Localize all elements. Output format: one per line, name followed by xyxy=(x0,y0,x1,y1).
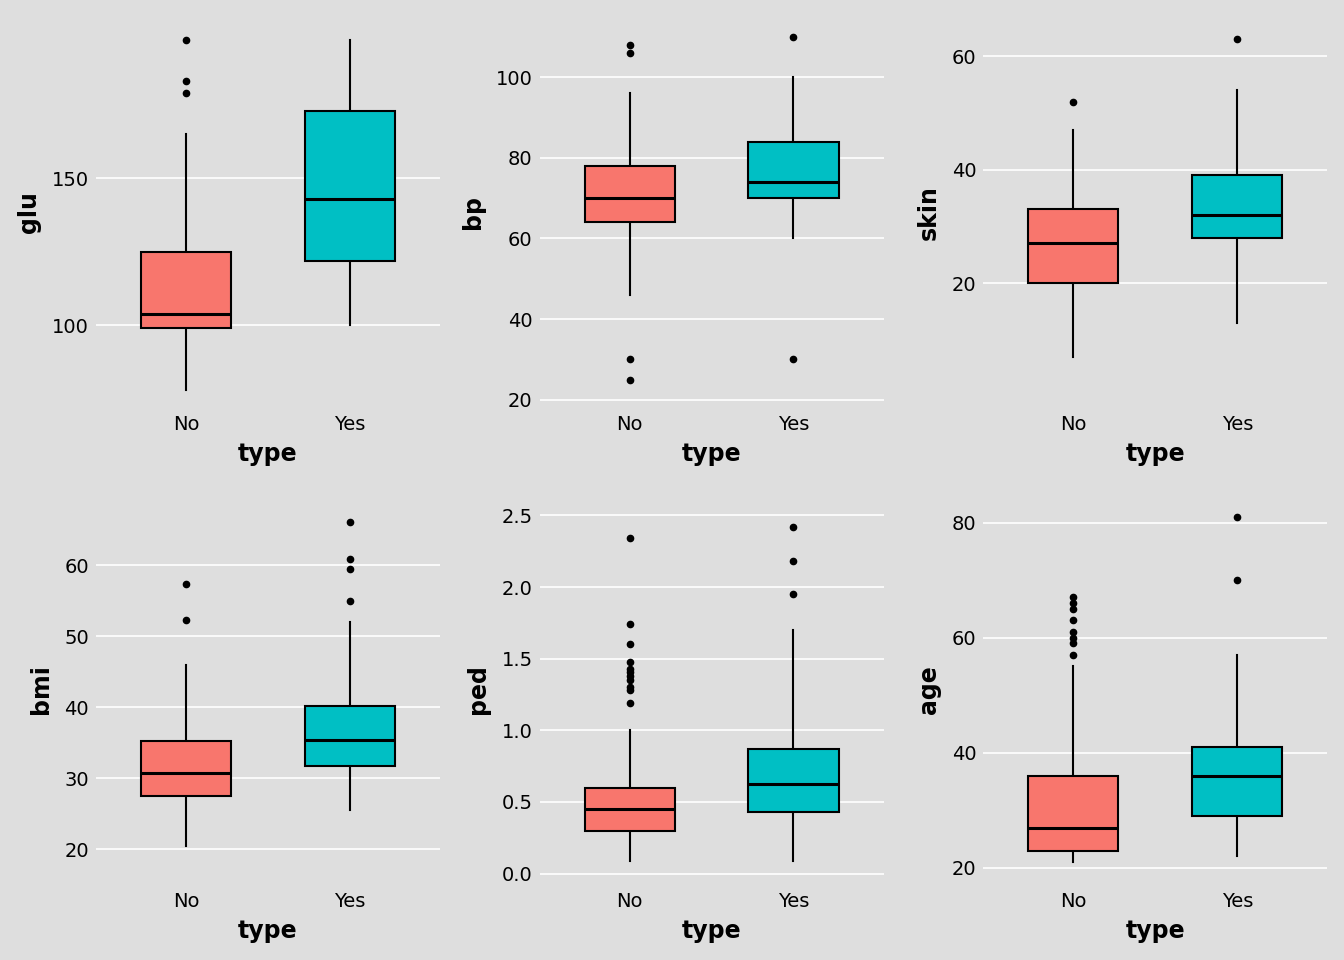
X-axis label: type: type xyxy=(1125,443,1185,467)
Bar xyxy=(1028,209,1118,283)
X-axis label: type: type xyxy=(681,920,742,944)
Y-axis label: age: age xyxy=(917,665,941,714)
Bar xyxy=(585,166,675,223)
X-axis label: type: type xyxy=(238,443,297,467)
Bar xyxy=(1028,776,1118,851)
Bar xyxy=(749,749,839,812)
Bar xyxy=(1192,747,1282,816)
Bar xyxy=(141,252,231,328)
Bar xyxy=(141,741,231,796)
Y-axis label: ped: ped xyxy=(466,664,491,714)
Y-axis label: skin: skin xyxy=(917,185,941,240)
X-axis label: type: type xyxy=(238,920,297,944)
Y-axis label: bmi: bmi xyxy=(30,664,52,714)
Bar xyxy=(1192,176,1282,238)
Y-axis label: bp: bp xyxy=(461,195,485,229)
Y-axis label: glu: glu xyxy=(16,191,40,233)
X-axis label: type: type xyxy=(681,443,742,467)
Bar xyxy=(305,110,395,261)
Bar xyxy=(749,142,839,198)
Bar xyxy=(585,787,675,830)
X-axis label: type: type xyxy=(1125,920,1185,944)
Bar xyxy=(305,706,395,765)
